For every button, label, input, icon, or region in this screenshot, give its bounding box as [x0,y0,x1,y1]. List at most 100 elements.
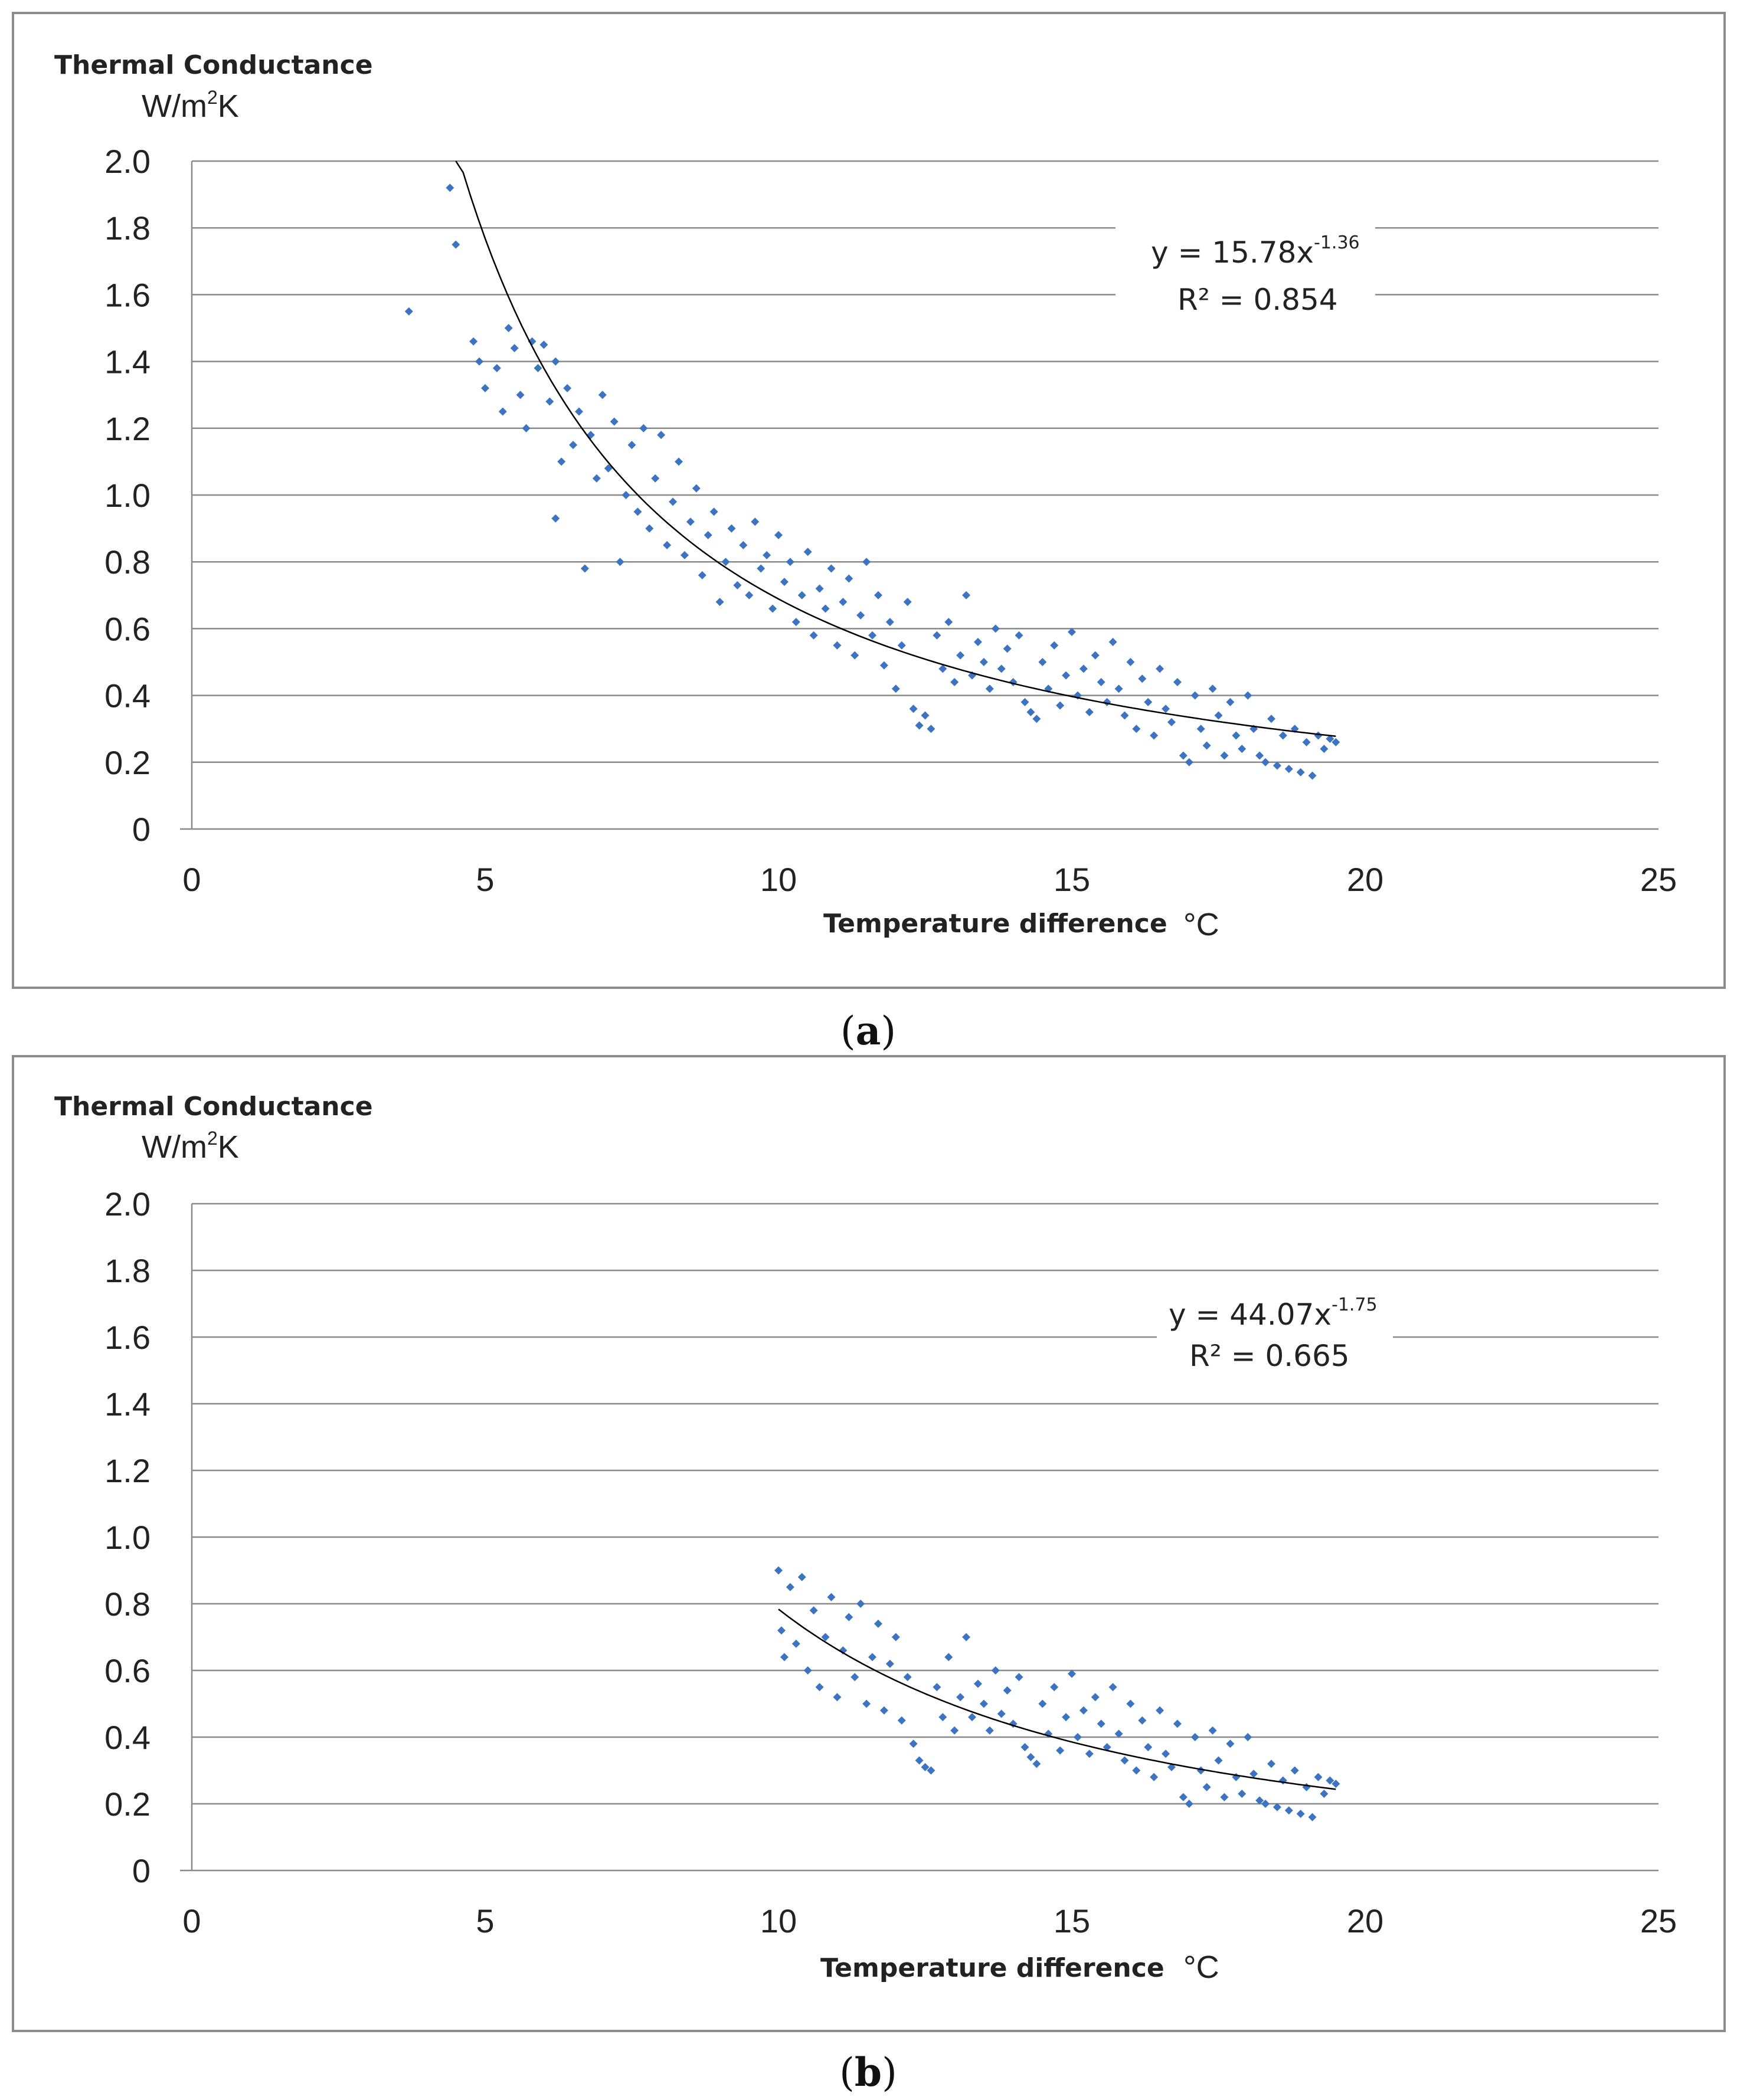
data-point [1003,644,1012,653]
data-point [1032,715,1041,723]
data-point [1032,1760,1041,1768]
trendline-r-squared: R² = 0.854 [1177,283,1338,317]
data-point [803,548,812,556]
data-point [1015,1673,1023,1682]
data-point [680,551,689,559]
y-tick-label: 1.6 [104,276,151,313]
data-point [962,1633,971,1642]
data-point [1138,674,1147,683]
data-point [1214,711,1223,720]
data-point [1308,771,1317,780]
data-point [763,551,771,559]
data-point [1150,731,1159,740]
data-point [1068,628,1076,637]
y-axis-unit-base: W/m [142,89,207,124]
data-point [481,384,489,392]
equation-background [1116,227,1375,325]
data-point [1232,731,1241,740]
data-point [1326,1776,1334,1785]
trendline-r-squared: R² = 0.665 [1189,1339,1350,1373]
y-tick-label: 0.6 [104,610,151,647]
data-point [1308,1813,1317,1821]
data-point [768,604,777,613]
data-point [856,1600,865,1608]
data-point [1214,1756,1223,1765]
data-point [1020,1742,1029,1751]
x-axis-title: Temperature difference [823,909,1167,939]
data-point [1026,707,1035,716]
data-point [1038,1699,1047,1708]
data-point [850,1673,859,1682]
data-point [921,1762,930,1771]
data-point [1208,1726,1217,1735]
data-point [827,564,836,573]
data-point [404,307,413,316]
data-point [1062,671,1071,680]
data-point [1196,725,1205,733]
data-point [557,457,566,466]
data-point [997,664,1006,673]
data-point [1173,677,1182,686]
data-point [985,684,994,693]
data-point [991,624,1000,633]
data-point [1167,718,1176,726]
x-axis-unit: °C [1183,907,1219,942]
x-tick-label: 25 [1640,1902,1677,1940]
caption-letter: a [856,1008,881,1054]
data-point [1314,1773,1323,1781]
data-point [1015,631,1023,640]
data-point [1179,1793,1188,1801]
data-point [815,584,824,593]
data-point [797,1572,806,1581]
data-point [675,457,683,466]
data-point [727,524,736,533]
data-point [1273,1803,1281,1811]
data-point [944,1653,953,1662]
panel-caption: (b) [839,2049,897,2095]
y-tick-label: 1.2 [104,1452,151,1489]
y-axis-unit-exponent: 2 [207,87,218,108]
data-point [874,1619,882,1628]
data-point [563,384,572,392]
data-point [1185,1800,1193,1808]
y-tick-label: 1.2 [104,410,151,447]
data-point [1179,751,1188,760]
data-point [669,497,678,506]
data-point [1120,1756,1129,1765]
y-tick-label: 0.4 [104,1719,151,1756]
data-point [715,598,724,607]
data-point [827,1593,836,1601]
data-point [504,324,513,332]
data-point [956,651,965,660]
y-axis-unit-exponent: 2 [207,1128,218,1149]
data-point [1097,677,1105,686]
data-point [1144,697,1153,706]
data-point [1202,1783,1211,1791]
data-point [698,571,706,579]
data-point [903,598,912,607]
y-tick-label: 0.2 [104,744,151,781]
data-points [404,184,1340,780]
data-point [885,618,894,627]
data-point [1085,1750,1094,1758]
data-point [1068,1669,1076,1678]
data-point [1056,701,1065,710]
trendline-equation: y = 15.78x-1.36 [1151,232,1360,270]
data-point [1114,1729,1123,1738]
x-tick-label: 15 [1054,861,1090,898]
data-point [1332,738,1340,746]
data-point [452,240,460,249]
data-point [1261,758,1270,766]
data-point [915,1756,924,1765]
data-point [534,363,542,372]
data-point [909,705,918,713]
y-axis-title: Thermal Conductance [54,1092,373,1122]
data-point [733,581,742,589]
data-point [751,517,760,526]
data-point [979,1699,988,1708]
data-point [950,677,959,686]
data-point [1073,1733,1082,1741]
y-tick-label: 1.4 [104,1385,151,1423]
data-point [1261,1800,1270,1808]
